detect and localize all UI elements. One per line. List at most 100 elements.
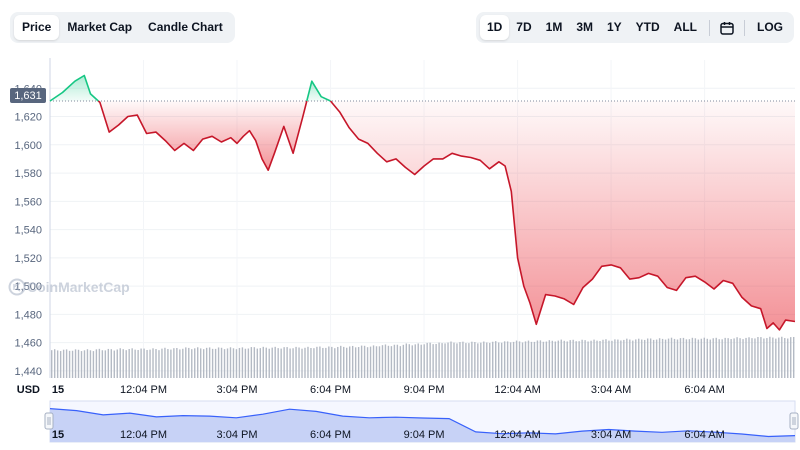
navigator-tick-label: 12:04 PM [120, 429, 167, 441]
x-tick-label: 12:04 AM [494, 384, 540, 396]
x-tick-label: 9:04 PM [404, 384, 445, 396]
volume-bar [343, 346, 345, 378]
volume-bar [444, 343, 446, 378]
x-axis: 15 12:04 PM 3:04 PM 6:04 PM 9:04 PM 12:04 AM 3… [52, 384, 725, 396]
volume-bar [685, 339, 688, 378]
log-scale-toggle[interactable]: LOG [757, 20, 783, 34]
volume-bar [652, 339, 655, 378]
volume-bar [399, 346, 402, 378]
volume-bar [581, 339, 583, 378]
volume-bar [760, 337, 762, 378]
volume-bar [703, 337, 706, 378]
volume-bar [429, 342, 431, 378]
volume-bar [375, 346, 378, 378]
volume-bar [512, 341, 515, 378]
y-axis: 1,440 1,460 1,480 1,500 1,520 1,540 1,560 1,580… [14, 83, 42, 378]
range-1d-button[interactable]: 1D [479, 15, 510, 40]
volume-bar [369, 346, 372, 378]
volume-bar [238, 347, 241, 378]
navigator-tick-label: 3:04 AM [591, 429, 631, 441]
x-tick-label: 12:04 PM [120, 384, 167, 396]
volume-bar [173, 348, 175, 378]
volume-bar [632, 340, 634, 378]
calendar-icon[interactable] [715, 15, 739, 40]
volume-bar [325, 347, 327, 378]
y-tick-label: 1,580 [14, 168, 42, 180]
volume-bar [176, 347, 178, 378]
range-ytd-button[interactable]: YTD [635, 20, 660, 34]
volume-bar [736, 337, 738, 378]
tab-candle-chart[interactable]: Candle Chart [148, 20, 223, 34]
volume-bar [620, 340, 622, 378]
x-tick-label: 15 [52, 384, 64, 396]
volume-bar [500, 342, 503, 378]
volume-bar [721, 339, 723, 378]
tab-price[interactable]: Price [14, 15, 60, 40]
volume-bar [74, 349, 77, 378]
volume-bar [420, 344, 422, 378]
volume-bar [638, 338, 640, 378]
volume-bar [253, 347, 256, 378]
volume-bar [340, 345, 342, 378]
range-7d-button[interactable]: 7D [516, 20, 532, 34]
volume-bar [298, 347, 300, 378]
volume-bar [489, 342, 491, 378]
volume-bar [92, 351, 95, 378]
volume-bar [331, 346, 333, 378]
volume-bar [688, 339, 691, 378]
volume-bar [745, 337, 747, 378]
x-tick-label: 6:04 AM [684, 384, 724, 396]
navigator-left-handle[interactable] [44, 412, 54, 430]
volume-bar [608, 340, 610, 378]
volume-bar [122, 349, 124, 378]
y-tick-label: 1,620 [14, 112, 42, 124]
navigator-right-handle[interactable] [789, 412, 799, 430]
y-tick-label: 1,440 [14, 366, 42, 378]
y-tick-label: 1,560 [14, 196, 42, 208]
volume-bar [480, 342, 482, 378]
volume-bar [316, 346, 318, 378]
volume-bar [655, 339, 658, 378]
current-price-label: 1,631 [14, 90, 42, 102]
volume-bar [286, 347, 288, 378]
volume-bar [250, 347, 253, 378]
price-area [50, 75, 795, 330]
range-1y-button[interactable]: 1Y [606, 20, 622, 34]
tab-market-cap[interactable]: Market Cap [67, 20, 133, 34]
volume-bar [465, 343, 467, 378]
volume-bar [649, 338, 652, 378]
volume-bar [646, 338, 649, 378]
volume-bar [328, 346, 330, 378]
volume-bar [754, 338, 756, 378]
x-tick-label: 3:04 PM [217, 384, 258, 396]
volume-bar [125, 350, 127, 378]
volume-bar [205, 347, 208, 378]
volume-bar [548, 340, 551, 378]
volume-bar [277, 348, 279, 378]
volume-bar [569, 340, 571, 378]
volume-bar [152, 348, 154, 378]
range-3m-button[interactable]: 3M [576, 20, 593, 34]
volume-bar [348, 346, 351, 378]
volume-bar [682, 337, 685, 378]
range-all-button[interactable]: ALL [673, 20, 697, 34]
range-1m-button[interactable]: 1M [545, 20, 563, 34]
volume-bar [89, 350, 92, 378]
volume-bar [346, 347, 348, 378]
volume-bar [244, 348, 247, 378]
volume-bar [661, 338, 664, 378]
volume-bar [202, 349, 205, 378]
volume-bar [530, 341, 533, 378]
volume-bar [283, 347, 285, 378]
volume-bar [56, 350, 59, 378]
volume-bar [602, 339, 604, 378]
volume-bar [542, 341, 545, 378]
volume-bar [417, 343, 419, 378]
volume-bar [354, 347, 357, 378]
volume-bar [486, 342, 488, 378]
volume-bar [259, 348, 261, 378]
volume-bar [191, 349, 193, 378]
volume-bar [563, 340, 565, 378]
navigator[interactable]: 15 12:04 PM 3:04 PM 6:04 PM 9:04 PM 12:04 AM 3… [44, 400, 799, 443]
